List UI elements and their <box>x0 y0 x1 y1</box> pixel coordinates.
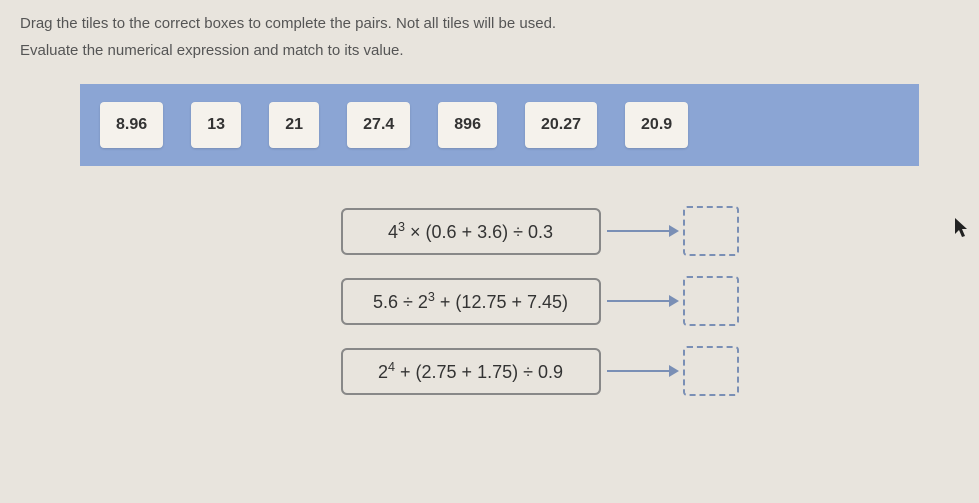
tile-6[interactable]: 20.9 <box>625 102 688 148</box>
expr-row-1: 5.6 ÷ 23 + (12.75 + 7.45) <box>341 276 739 326</box>
arrow-icon <box>607 230 677 232</box>
arrow-icon <box>607 370 677 372</box>
tile-0[interactable]: 8.96 <box>100 102 163 148</box>
tile-1[interactable]: 13 <box>191 102 241 148</box>
arrow-icon <box>607 300 677 302</box>
tile-4[interactable]: 896 <box>438 102 497 148</box>
tile-bar: 8.96 13 21 27.4 896 20.27 20.9 <box>80 84 919 166</box>
expr-row-0: 43 × (0.6 + 3.6) ÷ 0.3 <box>341 206 739 256</box>
tile-2[interactable]: 21 <box>269 102 319 148</box>
drop-target-0[interactable] <box>683 206 739 256</box>
tile-3[interactable]: 27.4 <box>347 102 410 148</box>
expression-2: 24 + (2.75 + 1.75) ÷ 0.9 <box>341 348 601 395</box>
drop-target-2[interactable] <box>683 346 739 396</box>
expression-1: 5.6 ÷ 23 + (12.75 + 7.45) <box>341 278 601 325</box>
expression-0: 43 × (0.6 + 3.6) ÷ 0.3 <box>341 208 601 255</box>
cursor-icon <box>955 218 971 243</box>
drop-target-1[interactable] <box>683 276 739 326</box>
expressions-area: 43 × (0.6 + 3.6) ÷ 0.3 5.6 ÷ 23 + (12.75… <box>120 206 959 396</box>
instruction-line-1: Drag the tiles to the correct boxes to c… <box>20 15 959 32</box>
instruction-line-2: Evaluate the numerical expression and ma… <box>20 42 959 59</box>
expr-row-2: 24 + (2.75 + 1.75) ÷ 0.9 <box>341 346 739 396</box>
tile-5[interactable]: 20.27 <box>525 102 597 148</box>
